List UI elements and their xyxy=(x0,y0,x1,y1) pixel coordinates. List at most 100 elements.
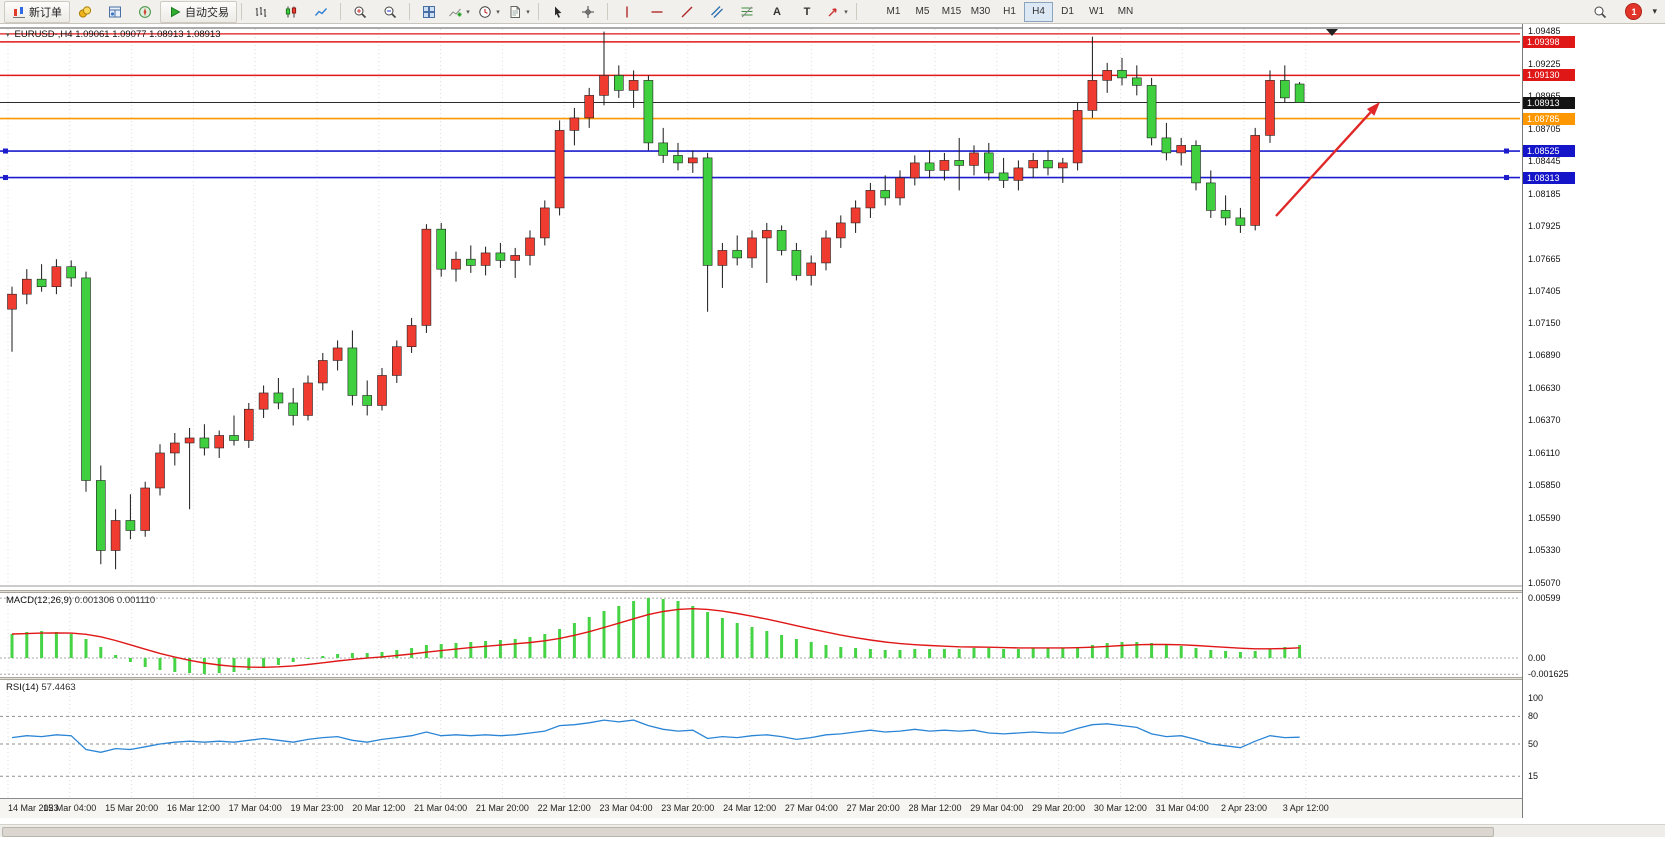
indicators-button[interactable]: ▾ xyxy=(444,1,474,23)
market-watch-button[interactable] xyxy=(70,1,100,23)
macd-name: MACD(12,26,9) xyxy=(6,595,72,606)
toolbar-overflow-icon[interactable]: ▾ xyxy=(1652,6,1657,16)
price-tick: 1.08965 xyxy=(1528,91,1561,101)
macd-scale-tick: -0.001625 xyxy=(1528,669,1569,680)
timeframe-mn[interactable]: MN xyxy=(1117,6,1134,17)
arrow-tool-button[interactable]: ▾ xyxy=(822,1,852,23)
candle xyxy=(199,424,210,456)
bar-chart-icon xyxy=(255,6,267,17)
timeframe-h1[interactable]: H1 xyxy=(1003,6,1016,17)
market-watch-icon xyxy=(78,5,92,18)
label-tool-button[interactable]: T xyxy=(792,1,822,23)
rsi-panel[interactable] xyxy=(0,680,1522,798)
time-label: 29 Mar 20:00 xyxy=(1032,803,1086,813)
current-price-line-price-badge: 1.08913 xyxy=(1523,96,1575,109)
timeframe-m1[interactable]: M1 xyxy=(886,6,901,17)
vertical-line-tool-button[interactable] xyxy=(612,1,642,23)
line-chart-button[interactable] xyxy=(306,1,336,23)
support-line-2-handle[interactable] xyxy=(1504,175,1509,181)
horizontal-scrollbar[interactable] xyxy=(0,824,1665,837)
candle xyxy=(998,157,1009,188)
candle xyxy=(525,230,535,266)
candle xyxy=(909,155,920,186)
chevron-down-icon: ▾ xyxy=(496,8,500,16)
candle xyxy=(1146,77,1157,146)
timeframe-m5[interactable]: M5 xyxy=(915,6,930,17)
chart-shift-marker[interactable] xyxy=(1326,29,1338,36)
time-label: 28 Mar 12:00 xyxy=(908,803,962,813)
candle xyxy=(1117,57,1127,86)
line-chart-icon xyxy=(314,7,328,16)
candle xyxy=(184,427,195,510)
data-window-button[interactable] xyxy=(100,1,130,23)
candle xyxy=(1072,102,1083,171)
time-label: 27 Mar 04:00 xyxy=(784,803,838,813)
support-line-1-price-badge: 1.08525 xyxy=(1523,145,1575,158)
timeframe-w1[interactable]: W1 xyxy=(1089,6,1104,17)
zoom-in-button[interactable] xyxy=(345,1,375,23)
support-line-1-handle[interactable] xyxy=(3,148,8,154)
trendline-tool-button[interactable] xyxy=(672,1,702,23)
periods-button[interactable]: ▾ xyxy=(474,1,504,23)
rsi-line xyxy=(11,719,1300,753)
templates-button[interactable]: ▾ xyxy=(504,1,534,23)
candlestick-chart-button[interactable] xyxy=(276,1,306,23)
support-line-2-price-badge: 1.08313 xyxy=(1523,171,1575,184)
price-tick: 1.06370 xyxy=(1528,415,1561,426)
timeframe-h4[interactable]: H4 xyxy=(1024,1,1053,22)
price-chart-panel[interactable] xyxy=(0,24,1522,590)
cursor-icon xyxy=(555,6,562,18)
notification-count: 1 xyxy=(1631,6,1637,17)
candle xyxy=(732,235,743,266)
notification-badge[interactable]: 1 xyxy=(1625,3,1643,20)
fibonacci-tool-button[interactable] xyxy=(732,1,762,23)
bar-chart-button[interactable] xyxy=(246,1,276,23)
time-label: 21 Mar 20:00 xyxy=(475,803,529,813)
candle xyxy=(480,246,491,276)
timeframe-m15[interactable]: M15 xyxy=(941,6,962,17)
candle xyxy=(332,340,343,371)
crosshair-button[interactable] xyxy=(573,1,603,23)
candle xyxy=(1191,140,1201,191)
scrollbar-thumb[interactable] xyxy=(2,827,1494,837)
candle xyxy=(658,127,669,163)
candle xyxy=(539,200,550,246)
support-line-2-handle[interactable] xyxy=(3,175,8,181)
new-order-button[interactable]: 新订单 xyxy=(4,0,70,23)
price-axis[interactable]: 1.09398 1.09130 1.08913 1.08785 1.08525 1.083… xyxy=(1522,24,1665,818)
time-label: 15 Mar 20:00 xyxy=(105,803,159,813)
zoom-out-button[interactable] xyxy=(375,1,405,23)
resistance-line-1-price-badge: 1.09398 xyxy=(1523,35,1575,48)
trend-arrow[interactable] xyxy=(1275,111,1372,217)
cursor-button[interactable] xyxy=(543,1,573,23)
chart-title-text: EURUSD-,H4 1.09061 1.09077 1.08913 1.089… xyxy=(14,29,221,40)
text-tool-button[interactable]: A xyxy=(762,1,792,23)
chart-window: ▾ EURUSD-,H4 1.09061 1.09077 1.08913 1.0… xyxy=(0,24,1665,844)
arrow-tool-icon xyxy=(828,7,837,16)
fibonacci-icon xyxy=(741,6,753,17)
vertical-gridlines xyxy=(7,29,1307,586)
navigator-button[interactable] xyxy=(130,1,160,23)
time-label: 17 Mar 04:00 xyxy=(228,803,282,813)
time-label: 21 Mar 04:00 xyxy=(414,803,468,813)
time-label: 16 Mar 12:00 xyxy=(166,803,220,813)
trend-arrow-head[interactable] xyxy=(1366,102,1380,116)
macd-panel[interactable] xyxy=(0,593,1522,677)
candle xyxy=(850,200,861,233)
tile-windows-button[interactable] xyxy=(414,1,444,23)
horizontal-line-tool-button[interactable] xyxy=(642,1,672,23)
candle xyxy=(628,70,639,108)
channel-tool-button[interactable] xyxy=(702,1,732,23)
support-line-1-handle[interactable] xyxy=(1504,148,1509,154)
timeframe-d1[interactable]: D1 xyxy=(1061,6,1074,17)
splitter-macd[interactable] xyxy=(0,590,1665,593)
vertical-line-icon xyxy=(626,6,628,17)
search-button[interactable] xyxy=(1585,1,1615,23)
time-axis[interactable]: 14 Mar 2023 15 Mar 04:00 15 Mar 20:00 16 Ma… xyxy=(0,798,1522,818)
rsi-scale-tick: 100 xyxy=(1528,693,1544,703)
zoom-out-icon xyxy=(384,6,397,18)
candle xyxy=(81,271,91,492)
splitter-rsi[interactable] xyxy=(0,677,1665,680)
autotrade-button[interactable]: 自动交易 xyxy=(160,0,237,23)
timeframe-m30[interactable]: M30 xyxy=(970,6,991,17)
